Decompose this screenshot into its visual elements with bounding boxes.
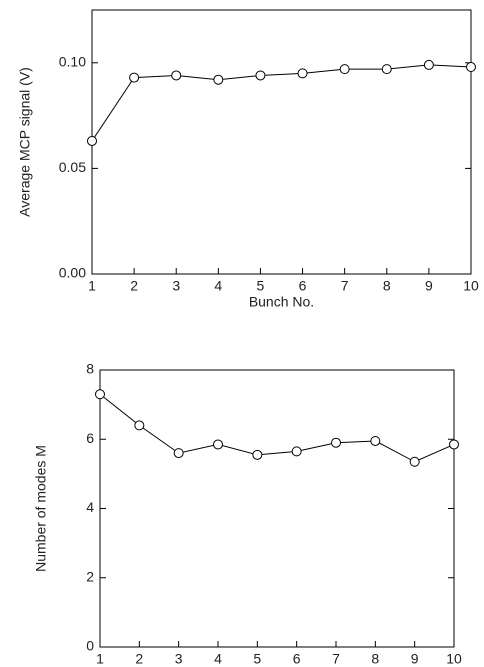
data-point [297,68,308,79]
data-point [87,135,97,146]
y-tick-label: 0.10 [59,54,86,70]
data-point [252,449,263,460]
x-tick-label: 6 [293,651,301,667]
x-tick-label: 8 [383,278,391,294]
y-tick-label: 8 [86,361,94,377]
y-tick-label: 4 [86,499,94,515]
data-point [95,389,105,400]
x-axis-label: Bunch No. [249,294,314,310]
x-tick-label: 3 [175,651,183,667]
x-tick-label: 2 [135,651,143,667]
data-point [423,59,434,70]
data-point [171,70,182,81]
y-axis-label: Average MCP signal (V) [17,67,33,217]
x-tick-label: 8 [371,651,379,667]
data-point [213,439,223,450]
x-tick-label: 10 [463,278,479,294]
x-tick-label: 6 [299,278,307,294]
x-tick-label: 3 [172,278,180,294]
x-tick-label: 10 [446,651,462,667]
data-point [339,64,350,75]
data-point [370,435,381,446]
data-point [449,439,459,450]
data-point [291,446,302,457]
y-tick-label: 0.05 [59,159,86,175]
y-tick-label: 6 [86,430,94,446]
x-tick-label: 4 [214,651,222,667]
data-point [213,74,224,85]
data-line [99,393,455,463]
data-point [173,448,184,459]
y-tick-label: 2 [86,568,94,584]
data-line [91,64,472,142]
x-tick-label: 5 [253,651,261,667]
data-point [466,62,476,73]
y-tick-label: 0 [86,638,94,654]
data-point [381,64,392,75]
data-point [409,456,420,467]
plot-frame [99,369,455,648]
x-tick-label: 5 [257,278,265,294]
x-tick-label: 7 [332,651,340,667]
x-tick-label: 1 [88,278,96,294]
x-tick-label: 9 [411,651,419,667]
data-point [134,420,145,431]
x-tick-label: 2 [130,278,138,294]
data-point [331,437,341,448]
x-tick-label: 9 [425,278,433,294]
x-tick-label: 7 [341,278,349,294]
data-point [129,72,140,83]
x-tick-label: 4 [214,278,222,294]
y-axis-label: Number of modes M [33,445,49,572]
y-tick-label: 0.00 [59,265,86,281]
x-tick-label: 1 [96,651,104,667]
plot-frame [91,9,472,275]
data-point [255,70,266,81]
